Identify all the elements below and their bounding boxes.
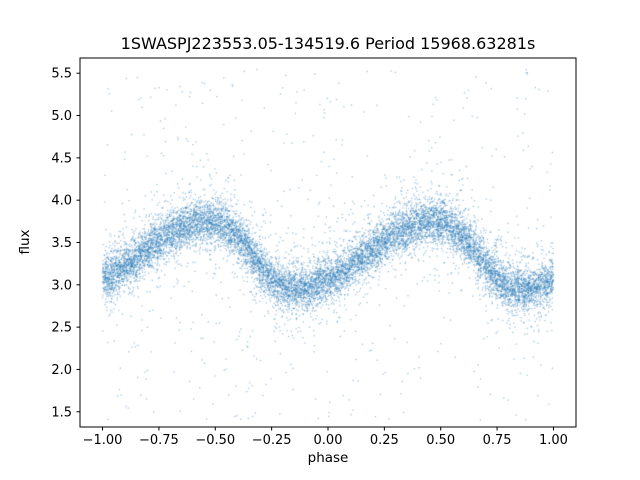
y-axis-label: flux: [17, 229, 33, 254]
x-tick-label: 0.25: [370, 433, 399, 448]
x-tick-label: −1.00: [83, 433, 123, 448]
x-tick-label: −0.75: [139, 433, 179, 448]
x-tick-label: 0.50: [426, 433, 455, 448]
x-tick-label: −0.50: [195, 433, 235, 448]
y-tick-label: 5.5: [51, 67, 72, 82]
x-axis-ticks: −1.00 −0.75 −0.50 −0.25 0.00 0.25 0.50 0.75 1.00: [83, 427, 568, 448]
x-tick-label: 0.00: [314, 433, 343, 448]
y-axis-ticks: 1.5 2.0 2.5 3.0 3.5 4.0 4.5 5.0 5.5: [51, 67, 80, 420]
axes-frame: [79, 57, 577, 428]
y-tick-label: 1.5: [51, 405, 72, 420]
y-tick-label: 4.0: [51, 194, 72, 209]
x-tick-label: 1.00: [539, 433, 568, 448]
y-tick-label: 3.0: [51, 278, 72, 293]
x-axis-label: phase: [308, 450, 349, 466]
chart-title: 1SWASPJ223553.05-134519.6 Period 15968.6…: [121, 34, 536, 53]
y-tick-label: 2.5: [51, 321, 72, 336]
x-tick-label: −0.25: [252, 433, 292, 448]
y-tick-label: 2.0: [51, 363, 72, 378]
y-tick-label: 5.0: [51, 109, 72, 124]
y-tick-label: 4.5: [51, 151, 72, 166]
y-tick-label: 3.5: [51, 236, 72, 251]
x-tick-label: 0.75: [483, 433, 512, 448]
